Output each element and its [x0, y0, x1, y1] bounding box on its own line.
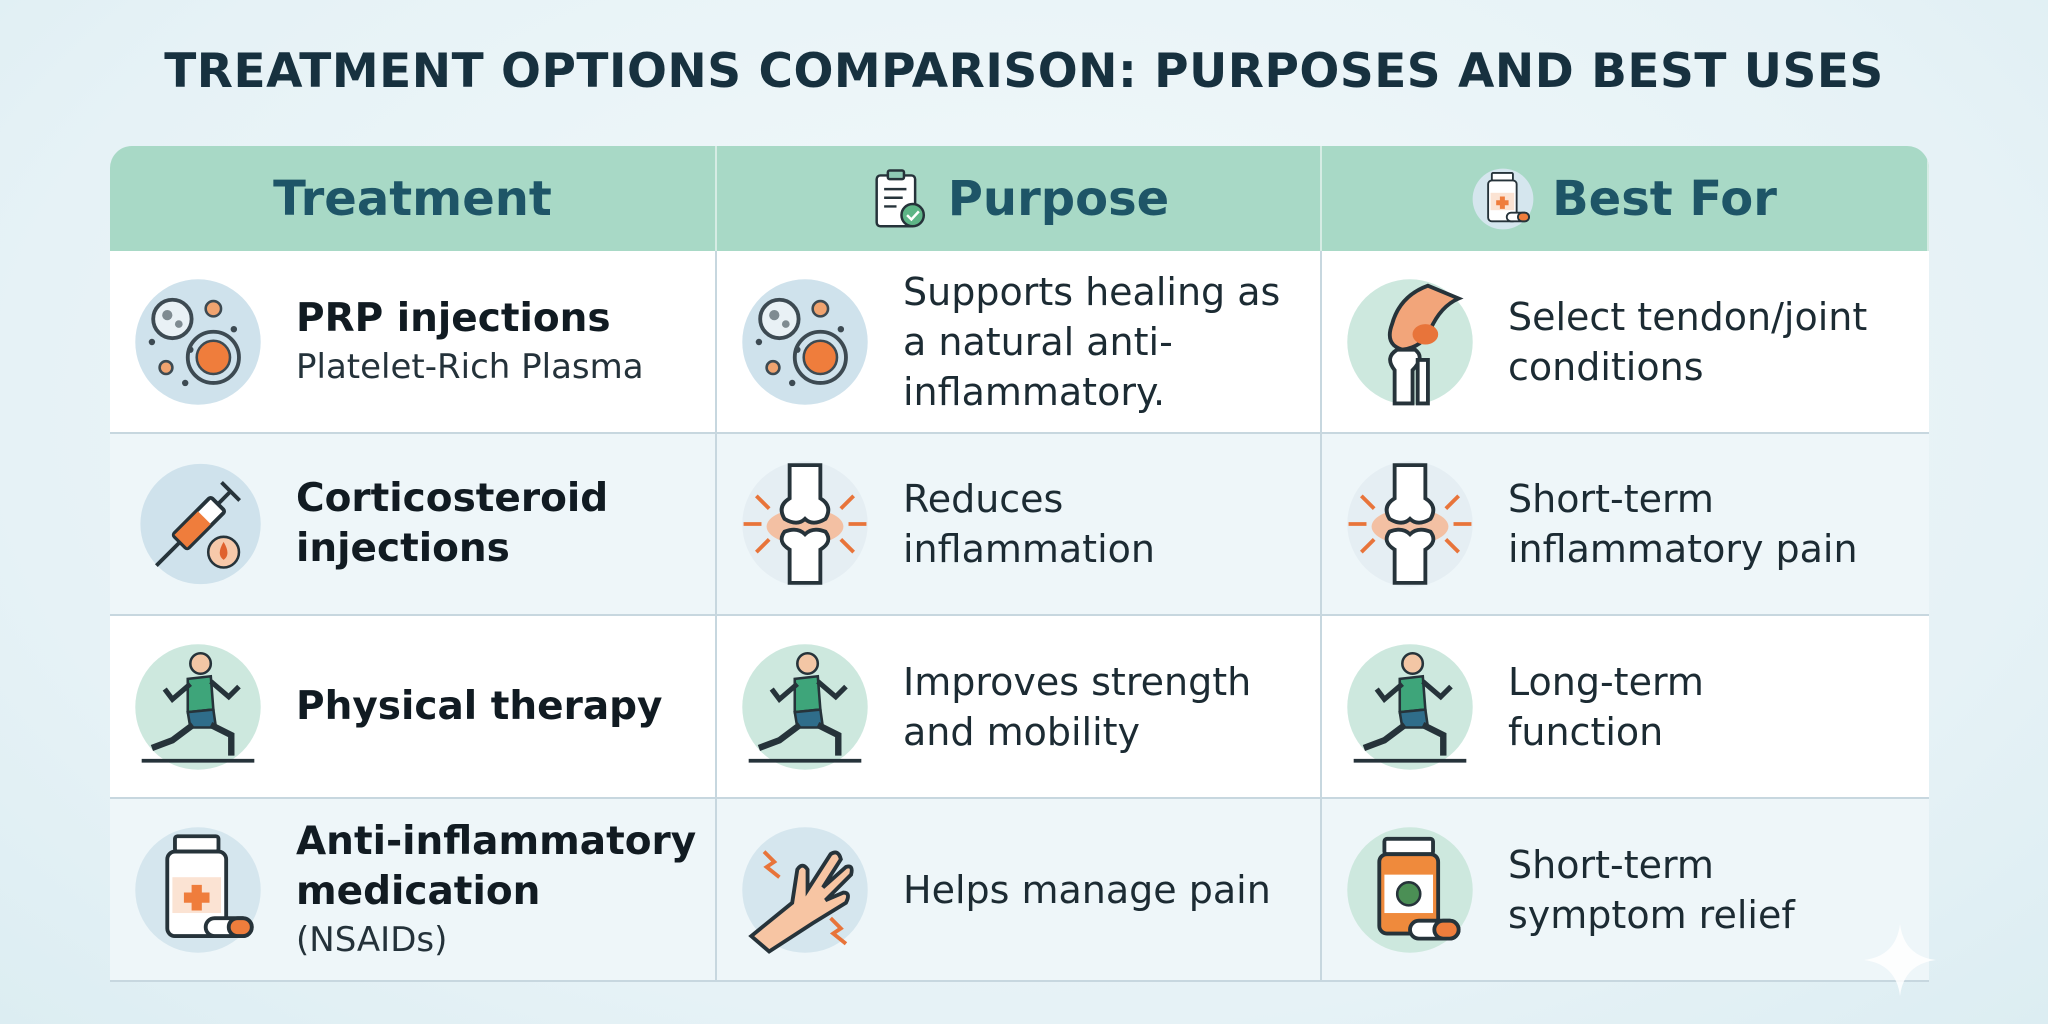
syringe-icon: [134, 460, 262, 588]
cells-icon: [741, 278, 869, 406]
column-header: Best For: [1322, 146, 1929, 251]
bottle-icon: [1472, 162, 1534, 236]
treatment: PRP injections Platelet-Rich Plasma: [296, 294, 715, 390]
column-header: Purpose: [717, 146, 1322, 251]
hand-icon: [741, 826, 869, 954]
best-for: Short-term inflammatory pain: [1508, 477, 1858, 571]
cell: Physical therapy: [110, 616, 717, 799]
cell: Anti-inflammatory medication (NSAIDs): [110, 799, 717, 982]
cells-icon: [134, 278, 262, 406]
cell: Improves strength and mobility: [717, 616, 1322, 799]
joint-icon: [741, 460, 869, 588]
best-for: Select tendon/joint conditions: [1508, 294, 1868, 389]
treatment-name: Corticosteroid injections: [296, 476, 609, 571]
knee-icon: [1346, 278, 1474, 406]
header-text: Purpose: [947, 170, 1170, 227]
column-header: Treatment: [110, 146, 717, 251]
header-text: Best For: [1552, 170, 1777, 227]
joint-icon: [1346, 460, 1474, 588]
best-for: Short-term symptom relief: [1508, 842, 1795, 937]
purpose: Helps manage pain: [903, 867, 1271, 912]
treatment-detail: (NSAIDs): [296, 919, 448, 960]
treatment: Physical therapy: [296, 682, 715, 732]
treatment-name: Anti-inflammatory medication: [296, 818, 697, 914]
purpose: Supports healing as a natural anti-infla…: [903, 269, 1281, 414]
bottle-icon: [134, 826, 262, 954]
treatment: Corticosteroid injections: [296, 474, 715, 574]
clipboard-icon: [868, 162, 930, 236]
cell: PRP injections Platelet-Rich Plasma: [110, 251, 717, 434]
cell: Helps manage pain: [717, 799, 1322, 982]
cell: Select tendon/joint conditions: [1322, 251, 1929, 434]
sparkle: [1864, 924, 1936, 996]
purpose: Reduces inflammation: [903, 477, 1155, 571]
purpose: Improves strength and mobility: [903, 659, 1252, 754]
treatment: Anti-inflammatory medication (NSAIDs): [296, 817, 715, 963]
cell: Short-term symptom relief: [1322, 799, 1929, 982]
pill-bottle-icon: [1346, 826, 1474, 954]
cell: Reduces inflammation: [717, 434, 1322, 616]
cell: Supports healing as a natural anti-infla…: [717, 251, 1322, 434]
best-for: Long-term function: [1508, 659, 1704, 754]
treatment-name: Physical therapy: [296, 683, 663, 729]
title: TREATMENT OPTIONS COMPARISON: PURPOSES A…: [164, 44, 1884, 99]
treatment-detail: Platelet-Rich Plasma: [296, 346, 644, 387]
runner-icon: [741, 643, 869, 771]
header-text: Treatment: [273, 170, 552, 227]
cell: Short-term inflammatory pain: [1322, 434, 1929, 616]
treatment-name: PRP injections: [296, 295, 611, 341]
cell: Long-term function: [1322, 616, 1929, 799]
runner-icon: [134, 643, 262, 771]
cell: Corticosteroid injections: [110, 434, 717, 616]
comparison-table: Treatment Purpose Best For PRP injection…: [110, 146, 1929, 982]
runner-icon: [1346, 643, 1474, 771]
